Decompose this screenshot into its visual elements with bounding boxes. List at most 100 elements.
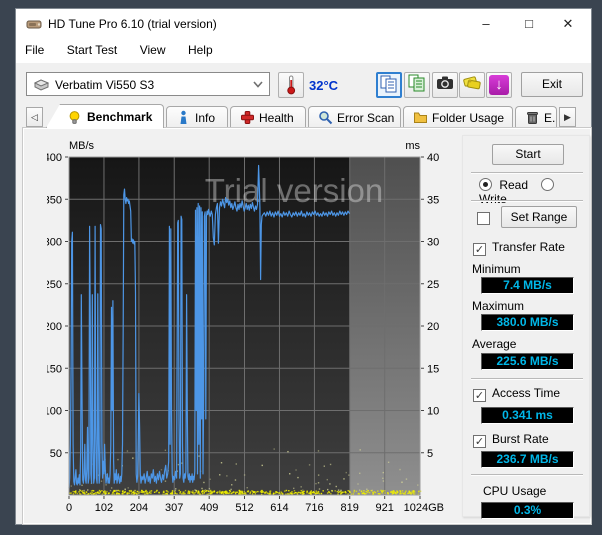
magnifier-icon [319, 111, 333, 125]
donate-button[interactable] [459, 72, 485, 98]
toolbar: Verbatim Vi550 S3 32°C [16, 63, 591, 103]
maximum-value: 380.0 MB/s [481, 314, 574, 331]
svg-text:307: 307 [165, 502, 183, 514]
start-button[interactable]: Start [492, 144, 564, 165]
svg-text:1024GB: 1024GB [404, 502, 444, 514]
menu-help[interactable]: Help [187, 43, 213, 57]
tab-label: Benchmark [87, 110, 153, 124]
download-icon: ↓ [489, 75, 509, 95]
svg-text:819: 819 [341, 502, 359, 514]
read-label: Read [499, 178, 529, 192]
svg-text:921: 921 [376, 502, 394, 514]
app-icon [26, 20, 42, 29]
svg-text:250: 250 [47, 279, 62, 291]
copy-report-button[interactable] [376, 72, 402, 98]
tab-erase[interactable]: E... [515, 106, 557, 128]
tab-scroll-left[interactable]: ◁ [26, 107, 43, 127]
tab-label: E... [544, 111, 556, 125]
separator [471, 474, 583, 476]
minimum-value: 7.4 MB/s [481, 277, 574, 294]
tab-error-scan[interactable]: Error Scan [308, 106, 401, 128]
app-window: HD Tune Pro 6.10 (trial version) – □ ✕ F… [15, 8, 592, 525]
drive-select-dropdown[interactable]: Verbatim Vi550 S3 [26, 72, 270, 96]
read-write-radios: Read Write [479, 178, 589, 206]
svg-text:MB/s: MB/s [69, 140, 95, 152]
svg-text:0: 0 [66, 502, 72, 514]
access-time-value: 0.341 ms [481, 407, 574, 424]
copy-green-icon [408, 74, 425, 92]
hard-drive-icon [33, 79, 50, 91]
set-range-checkbox[interactable] [477, 212, 490, 225]
svg-text:400: 400 [47, 152, 62, 164]
download-button[interactable]: ↓ [486, 72, 512, 98]
svg-text:40: 40 [427, 152, 439, 164]
access-time-label: Access Time [492, 386, 561, 400]
svg-text:10: 10 [427, 406, 439, 418]
svg-text:150: 150 [47, 363, 62, 375]
menu-view[interactable]: View [139, 43, 166, 57]
tab-folder-usage[interactable]: Folder Usage [403, 106, 513, 128]
temperature-button[interactable] [278, 72, 304, 98]
maximize-button[interactable]: □ [525, 16, 533, 31]
burst-rate-value: 236.7 MB/s [481, 451, 574, 468]
burst-rate-checkbox[interactable]: ✓ [473, 435, 486, 448]
svg-text:204: 204 [130, 502, 148, 514]
exit-button[interactable]: Exit [521, 72, 583, 97]
burst-rate-row: ✓ Burst Rate [473, 432, 549, 448]
svg-text:409: 409 [200, 502, 218, 514]
tab-info[interactable]: Info [166, 106, 228, 128]
average-value: 225.6 MB/s [481, 353, 574, 370]
svg-text:35: 35 [427, 194, 439, 206]
thermometer-icon [287, 75, 296, 95]
transfer-rate-row: ✓ Transfer Rate [473, 240, 565, 256]
separator [471, 200, 583, 202]
menu-file[interactable]: File [25, 43, 45, 57]
red-cross-icon [241, 111, 254, 124]
cpu-usage-label: CPU Usage [483, 484, 547, 498]
svg-text:100: 100 [47, 406, 62, 418]
trash-icon [527, 112, 538, 124]
tab-scroll-right[interactable]: ▶ [559, 107, 576, 127]
access-time-row: ✓ Access Time [473, 386, 560, 402]
folder-icon [414, 112, 427, 123]
lightbulb-icon [69, 111, 80, 124]
title-bar: HD Tune Pro 6.10 (trial version) – □ ✕ [16, 9, 591, 39]
minimum-label: Minimum [472, 262, 521, 276]
transfer-rate-label: Transfer Rate [492, 240, 565, 254]
menu-bar: File Start Test View Help [16, 39, 591, 63]
window-title: HD Tune Pro 6.10 (trial version) [48, 17, 217, 31]
tab-label: Info [195, 111, 216, 125]
tab-health[interactable]: Health [230, 106, 306, 128]
close-button[interactable]: ✕ [562, 16, 574, 31]
camera-icon [437, 76, 453, 89]
access-time-checkbox[interactable]: ✓ [473, 389, 486, 402]
info-figure-icon [180, 110, 187, 124]
write-label: Write [479, 192, 507, 206]
transfer-rate-checkbox[interactable]: ✓ [473, 243, 486, 256]
svg-text:102: 102 [95, 502, 113, 514]
write-radio[interactable] [541, 178, 555, 191]
burst-rate-label: Burst Rate [492, 432, 549, 446]
read-radio[interactable] [479, 178, 492, 191]
tab-benchmark[interactable]: Benchmark [46, 104, 164, 128]
maximum-label: Maximum [472, 299, 525, 313]
svg-text:25: 25 [427, 279, 439, 291]
tab-label: Error Scan [337, 111, 395, 125]
tab-label: Folder Usage [432, 111, 505, 125]
menu-start-test[interactable]: Start Test [66, 43, 118, 57]
svg-text:200: 200 [47, 321, 62, 333]
tab-label: Health [259, 111, 294, 125]
svg-text:350: 350 [47, 194, 62, 206]
minimize-button[interactable]: – [482, 16, 490, 31]
tab-bar: ◁ Benchmark Info Heal [16, 104, 591, 128]
donate-icon [463, 76, 481, 90]
benchmark-tab-content: Trial versionMB/sms400350300250200150100… [23, 128, 591, 524]
svg-text:ms: ms [405, 140, 420, 152]
copy-text-button[interactable] [404, 72, 430, 98]
results-panel: Start Read Write Set Range ✓ Transfer Rat… [462, 135, 590, 519]
set-range-button[interactable]: Set Range [501, 206, 577, 228]
svg-text:614: 614 [270, 502, 288, 514]
screenshot-button[interactable] [432, 72, 458, 98]
temperature-value: 32°C [309, 78, 339, 93]
